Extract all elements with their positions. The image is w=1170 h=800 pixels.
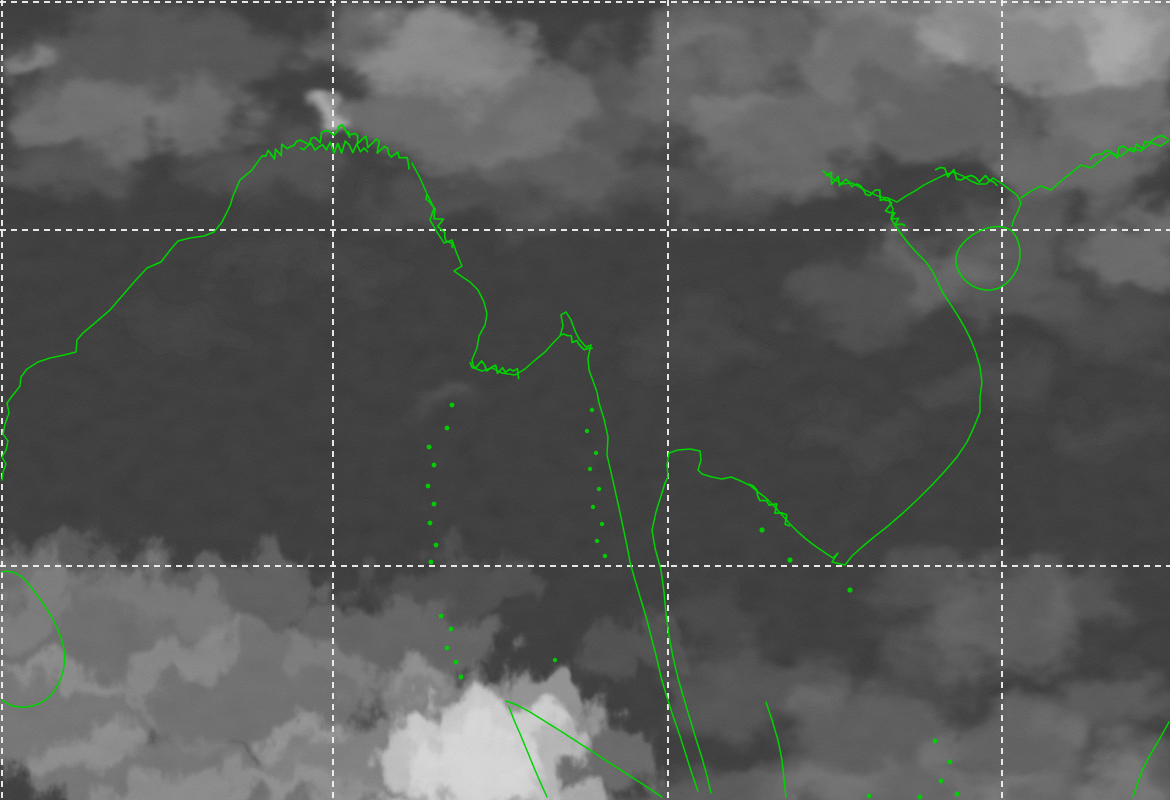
andaman-islands-dot: [431, 501, 437, 507]
coastline-irrawaddy-delta: [469, 360, 520, 380]
coastline-sundarbans-delta-b: [299, 140, 369, 154]
nicobar-islands-dot: [438, 613, 444, 619]
coastline-rakhine-coast: [425, 193, 454, 248]
natuna-area-islands-dot: [954, 791, 960, 797]
coastline-martaban-coast: [559, 333, 593, 351]
coastline-myanmar-tenasserim-coast: [411, 162, 699, 792]
mergui-archipelago-dot: [590, 504, 596, 510]
mergui-archipelago-dot: [594, 538, 600, 544]
coastline-south-china-coast: [822, 139, 1170, 227]
natuna-area-islands-dot: [917, 794, 923, 800]
mergui-archipelago-dot: [596, 486, 602, 492]
coastline-south-china-coast-detail: [934, 166, 999, 187]
coastline-sundarbans-delta-c: [347, 130, 410, 170]
andaman-islands-dot: [449, 402, 455, 408]
coastline-guangdong-coast-detail: [1089, 134, 1168, 161]
gulf-islands-dot: [847, 587, 853, 593]
mergui-archipelago-dot: [599, 521, 605, 527]
coastline-india-east-coast: [1, 155, 263, 481]
mergui-archipelago-dot: [587, 466, 593, 472]
coastline-sumatra: [505, 700, 663, 798]
coastline-layer: [1, 123, 1170, 798]
nicobar-islands-dot: [448, 626, 454, 632]
coastline-hainan-island: [955, 225, 1021, 291]
gulf-islands-dot: [759, 527, 765, 533]
coastline-cambodia-coast-detail: [747, 483, 791, 527]
mergui-archipelago-dot: [593, 450, 599, 456]
mergui-archipelago-dot: [584, 428, 590, 434]
natuna-area-islands-dot: [947, 759, 953, 765]
natuna-area-islands-dot: [932, 738, 938, 744]
nicobar-islands-dot: [453, 659, 459, 665]
coastline-red-river-delta: [883, 199, 906, 227]
coastline-sundarbans-delta-a: [262, 123, 351, 160]
coastline-borneo-west-coast: [1132, 721, 1170, 798]
island-layer: [425, 402, 960, 800]
mergui-archipelago-dot: [552, 657, 558, 663]
andaman-islands-dot: [426, 444, 432, 450]
gulf-islands-dot: [787, 557, 793, 563]
coastline-haiphong-coast: [825, 171, 886, 202]
natuna-area-islands-dot: [938, 778, 944, 784]
natuna-area-islands-dot: [866, 793, 872, 799]
andaman-islands-dot: [428, 559, 434, 565]
mergui-archipelago-dot: [602, 553, 608, 559]
nicobar-islands-dot: [444, 645, 450, 651]
andaman-islands-dot: [444, 425, 450, 431]
coastline-gulf-of-thailand-vietnam-coast: [651, 197, 983, 794]
andaman-islands-dot: [425, 483, 431, 489]
coastline-riau-coast: [765, 701, 787, 798]
nicobar-islands-dot: [458, 674, 464, 680]
andaman-islands-dot: [433, 542, 439, 548]
andaman-islands-dot: [427, 520, 433, 526]
andaman-islands-dot: [431, 462, 437, 468]
mergui-archipelago-dot: [589, 407, 595, 413]
coastline-sri-lanka: [1, 570, 66, 708]
